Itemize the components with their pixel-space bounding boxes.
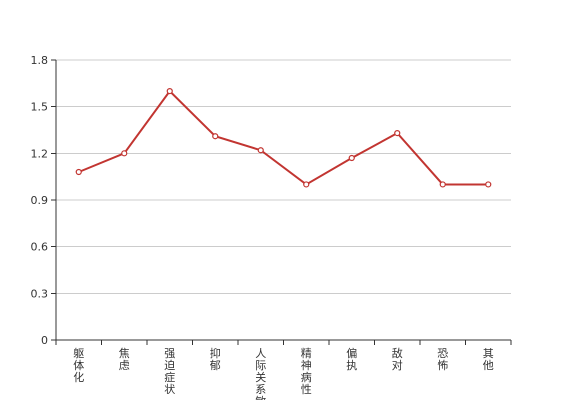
axes [51, 59, 512, 345]
y-axis-tick-label: 0.3 [31, 287, 49, 300]
x-axis-category-label: 恐怖 [437, 347, 448, 372]
y-axis-tick-label: 0.9 [31, 194, 49, 207]
data-point [485, 181, 492, 188]
gridlines [56, 59, 511, 294]
x-axis-category-label: 强迫症状 [164, 347, 175, 396]
data-point [166, 88, 173, 95]
x-axis-category-label: 躯体化 [73, 347, 84, 384]
x-axis-category-label: 精神病性 [301, 347, 312, 396]
y-axis-tick-label: 1.8 [31, 54, 49, 67]
data-point [121, 150, 128, 157]
x-axis-tick-labels: 躯体化 焦虑 强迫症状 抑郁 人际关系敏感 精神病性 偏执 敌对 恐怖 其他 [73, 346, 494, 400]
data-point [75, 168, 82, 176]
series-polyline [78, 89, 489, 186]
y-axis-tick-label: 0 [41, 334, 48, 347]
x-axis-category-label: 抑郁 [210, 346, 221, 372]
data-point [303, 181, 310, 188]
data-point [439, 181, 446, 188]
x-axis-category-label: 敌对 [392, 346, 403, 372]
series-line [78, 89, 489, 186]
data-point [212, 133, 219, 140]
data-point [257, 147, 264, 154]
data-points [75, 88, 492, 188]
x-axis-category-label: 其他 [483, 347, 494, 372]
x-axis-category-label: 焦虑 [119, 347, 130, 372]
y-axis-tick-label: 1.5 [31, 101, 49, 114]
data-point [348, 154, 355, 162]
y-axis-tick-label: 0.6 [31, 241, 49, 254]
y-axis-tick-labels: 0 0.3 0.6 0.9 1.2 1.5 1.8 [31, 54, 49, 347]
y-axis-tick-label: 1.2 [31, 147, 49, 160]
data-point [394, 130, 401, 137]
x-axis-category-label: 偏执 [346, 346, 357, 372]
x-axis-category-label: 人际关系敏感 [255, 347, 266, 400]
